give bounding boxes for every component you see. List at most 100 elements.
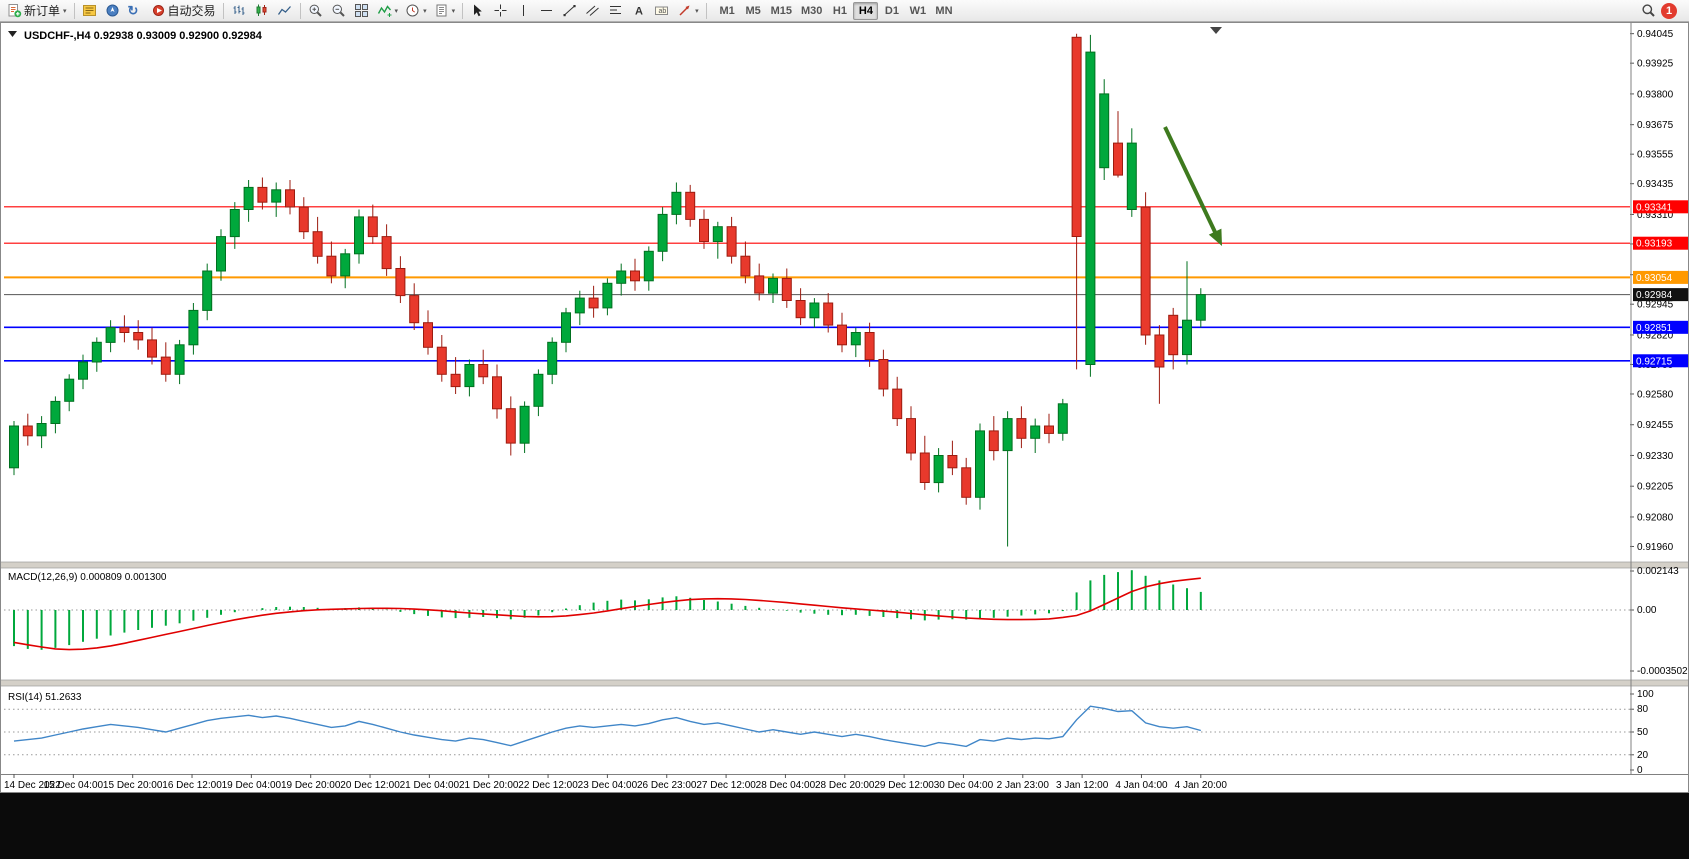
rsi-line	[13, 705, 1201, 748]
timeframe-m15[interactable]: M15	[767, 2, 796, 20]
periods-button[interactable]: ▾	[402, 1, 430, 21]
separator	[222, 2, 224, 19]
text-tool-icon: A	[635, 6, 643, 18]
channel-button[interactable]	[582, 1, 604, 21]
refresh-button[interactable]: ↻	[125, 1, 147, 21]
timeframe-h4[interactable]: H4	[853, 1, 879, 20]
caret-down-icon: ▾	[451, 7, 456, 15]
svg-text:15 Dec 20:00: 15 Dec 20:00	[103, 780, 163, 791]
zoom-out-icon	[332, 4, 345, 17]
svg-text:0.93800: 0.93800	[1637, 89, 1674, 100]
timeframe-m5[interactable]: M5	[741, 2, 766, 20]
svg-text:0.92080: 0.92080	[1637, 512, 1674, 523]
zoom-in-icon	[309, 4, 322, 17]
svg-text:27 Dec 12:00: 27 Dec 12:00	[696, 780, 756, 791]
price-tag-0.92715: 0.92715	[1633, 354, 1689, 368]
crosshair-icon	[494, 4, 507, 17]
new-order-icon	[8, 4, 22, 18]
caret-down-icon: ▾	[63, 7, 67, 15]
new-order-label: 新订单	[24, 4, 61, 18]
svg-text:0.92715: 0.92715	[1636, 356, 1673, 367]
svg-text:2 Jan 23:00: 2 Jan 23:00	[997, 780, 1050, 791]
fibonacci-button[interactable]	[605, 1, 627, 21]
zoom-in-button[interactable]	[305, 1, 327, 21]
channel-icon	[586, 5, 599, 16]
svg-text:0: 0	[1637, 765, 1643, 776]
vertical-line-button[interactable]	[513, 1, 535, 21]
crosshair-button[interactable]	[490, 1, 512, 21]
timeframe-h1[interactable]: H1	[827, 2, 852, 20]
svg-text:29 Dec 12:00: 29 Dec 12:00	[874, 780, 934, 791]
templates-button[interactable]: ▾	[431, 1, 459, 21]
svg-text:23 Dec 04:00: 23 Dec 04:00	[578, 780, 638, 791]
svg-text:80: 80	[1637, 704, 1649, 715]
text-tool-button[interactable]: A	[628, 1, 650, 21]
svg-text:100: 100	[1637, 689, 1654, 700]
tile-windows-button[interactable]	[351, 1, 373, 21]
svg-text:A: A	[635, 6, 643, 18]
one-click-trading-toggle[interactable]	[8, 31, 17, 37]
timeframe-w1[interactable]: W1	[905, 2, 930, 20]
toolbar: 新订单 ▾ ↻ 自动交易	[0, 0, 1689, 22]
caret-down-icon: ▾	[423, 7, 427, 15]
svg-text:0.93193: 0.93193	[1636, 239, 1673, 250]
svg-text:0.92984: 0.92984	[1636, 290, 1673, 301]
timeframe-d1[interactable]: D1	[879, 2, 904, 20]
market-watch-button[interactable]	[79, 1, 101, 21]
timeframe-m30[interactable]: M30	[797, 2, 826, 20]
notification-badge[interactable]: 1	[1661, 2, 1677, 19]
trendline-button[interactable]	[559, 1, 581, 21]
template-icon	[436, 4, 447, 17]
clock-icon	[406, 4, 419, 17]
svg-text:20 Dec 12:00: 20 Dec 12:00	[340, 780, 400, 791]
svg-text:0.92851: 0.92851	[1636, 323, 1673, 334]
svg-text:0.93925: 0.93925	[1637, 59, 1674, 70]
bar-chart-icon	[233, 5, 245, 15]
cursor-button[interactable]	[467, 1, 489, 21]
svg-text:-0.0003502: -0.0003502	[1637, 666, 1688, 677]
arrows-tool-button[interactable]: ▾	[674, 1, 702, 21]
zoom-out-button[interactable]	[328, 1, 350, 21]
navigator-button[interactable]	[102, 1, 124, 21]
separator	[705, 2, 707, 19]
svg-text:28 Dec 04:00: 28 Dec 04:00	[756, 780, 816, 791]
svg-text:3 Jan 12:00: 3 Jan 12:00	[1056, 780, 1109, 791]
svg-text:0.92330: 0.92330	[1637, 451, 1674, 462]
chart-svg: 0.94045 0.93925 0.93800 0.93675 0.93555 0.934…	[0, 22, 1689, 793]
svg-text:0.00: 0.00	[1637, 605, 1657, 616]
svg-text:ab: ab	[659, 8, 667, 15]
trendline-icon	[563, 5, 576, 17]
timeframe-group: M1 M5 M15 M30 H1 H4 D1 W1 MN	[715, 1, 957, 20]
symbol-title: USDCHF-,H4 0.92938 0.93009 0.92900 0.929…	[24, 30, 263, 42]
svg-text:14 Dec 2022: 14 Dec 2022	[4, 780, 61, 791]
search-button[interactable]	[1638, 1, 1660, 21]
chart-shift-marker-icon[interactable]	[1210, 27, 1222, 34]
candlestick-chart-button[interactable]	[251, 1, 273, 21]
svg-text:26 Dec 23:00: 26 Dec 23:00	[637, 780, 697, 791]
svg-text:20: 20	[1637, 750, 1649, 761]
svg-text:30 Dec 04:00: 30 Dec 04:00	[934, 780, 994, 791]
new-order-button[interactable]: 新订单 ▾	[4, 1, 70, 21]
timeframe-mn[interactable]: MN	[931, 2, 956, 20]
autotrading-icon	[152, 5, 164, 16]
trend-arrow[interactable]	[1163, 126, 1222, 246]
svg-text:16 Dec 12:00: 16 Dec 12:00	[162, 780, 222, 791]
navigator-icon	[106, 4, 119, 17]
line-chart-icon	[277, 6, 291, 15]
autotrading-button[interactable]: 自动交易	[148, 1, 219, 21]
timeframe-m1[interactable]: M1	[715, 2, 740, 20]
horizontal-line-button[interactable]	[536, 1, 558, 21]
indicators-button[interactable]: ▾	[374, 1, 402, 21]
macd-signal-line	[13, 577, 1201, 651]
price-tag-0.93193: 0.93193	[1633, 236, 1689, 250]
svg-text:4 Jan 20:00: 4 Jan 20:00	[1175, 780, 1228, 791]
line-chart-button[interactable]	[274, 1, 296, 21]
refresh-icon: ↻	[127, 3, 139, 18]
bar-chart-button[interactable]	[228, 1, 250, 21]
svg-text:19 Dec 20:00: 19 Dec 20:00	[281, 780, 341, 791]
label-tool-button[interactable]: ab	[651, 1, 673, 21]
svg-text:0.92820: 0.92820	[1637, 330, 1674, 341]
svg-text:0.93054: 0.93054	[1636, 273, 1673, 284]
